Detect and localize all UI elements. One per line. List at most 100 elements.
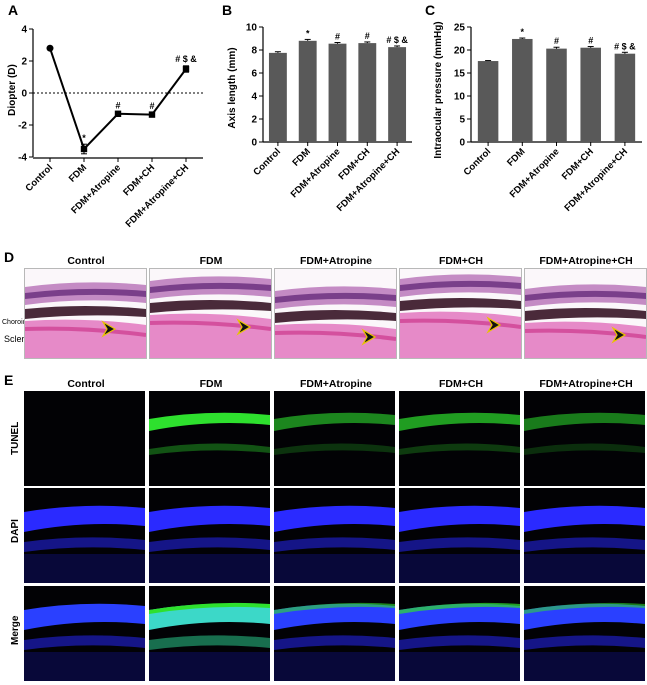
significance-label: # $ & <box>175 54 197 64</box>
histology-image <box>149 268 272 359</box>
fluor-header-fdm-atropine: FDM+Atropine <box>299 378 373 390</box>
sclera-fiber <box>400 318 521 329</box>
significance-label: # <box>149 101 154 111</box>
dapi-band <box>399 505 520 532</box>
histology-header-fdm-ch: FDM+CH <box>438 255 484 267</box>
merge-tunel-band <box>149 602 270 614</box>
chart-c-intraocular-pressure: Intraocular pressure (mmHg) 0 5 10 15 20 25 Co… <box>433 21 642 214</box>
y-tick-label: 2 <box>251 115 257 126</box>
choroid-layer <box>400 298 521 311</box>
merge-background <box>274 652 395 681</box>
tunel-image <box>524 391 645 486</box>
dapi-band <box>274 537 395 552</box>
dapi-image <box>524 488 645 583</box>
tunel-image <box>274 391 395 486</box>
arrowhead-icon <box>236 318 252 336</box>
sclera-fiber <box>525 328 646 339</box>
histology-header-control: Control <box>67 255 105 267</box>
merge-image <box>274 586 395 681</box>
data-point <box>46 44 54 52</box>
dapi-background <box>274 554 395 583</box>
y-tick-label: 4 <box>251 92 257 103</box>
arrowhead-icon <box>486 316 502 334</box>
y-tick-label: -2 <box>18 121 27 132</box>
merge-image <box>399 586 520 681</box>
panel-c-letter: C <box>425 2 436 18</box>
x-tick-label: FDM <box>505 146 527 168</box>
tunel-signal-band <box>149 443 270 455</box>
histology-header-fdm-atropine: FDM+Atropine <box>299 255 373 267</box>
merge-background <box>524 652 645 681</box>
dapi-image <box>399 488 520 583</box>
significance-label: # <box>115 100 120 110</box>
dapi-band <box>524 537 645 552</box>
histology-header-fdm-atropine-ch: FDM+Atropine+CH <box>539 255 633 267</box>
fluor-header-fdm-atropine-ch: FDM+Atropine+CH <box>539 378 633 390</box>
histology-image <box>274 268 397 359</box>
dapi-image <box>24 488 145 583</box>
x-tick-label: FDM+Atropine+CH <box>124 162 192 230</box>
bar <box>546 48 567 143</box>
choroid-layer <box>525 308 646 321</box>
bar <box>358 43 377 142</box>
significance-label: # <box>588 36 593 46</box>
panel-e-letter: E <box>4 372 14 388</box>
merge-background <box>399 652 520 681</box>
chart-a-ylabel: Diopter (D) <box>7 64 18 116</box>
bar <box>580 47 601 143</box>
bar <box>298 40 317 142</box>
fluor-header-control: Control <box>67 378 105 390</box>
y-tick-label: 10 <box>454 92 466 103</box>
sclera-label: Sclera <box>4 334 30 344</box>
series-line <box>49 47 187 151</box>
bar <box>268 52 287 142</box>
x-tick-label: FDM <box>67 162 89 184</box>
dapi-band <box>524 505 645 532</box>
y-tick-label: 15 <box>454 69 466 80</box>
merge-band <box>399 603 520 630</box>
y-tick-label: 8 <box>251 46 257 57</box>
dapi-image <box>149 488 270 583</box>
y-tick-label: 10 <box>246 23 258 34</box>
bar <box>477 61 499 142</box>
dapi-band <box>24 537 145 552</box>
significance-label: # <box>554 36 559 46</box>
significance-label: # <box>365 31 370 41</box>
row-label-tunel: TUNEL <box>10 421 21 455</box>
merge-background <box>24 652 145 681</box>
fluor-header-fdm: FDM <box>199 378 223 390</box>
choroid-layer <box>150 300 271 313</box>
arrowhead-icon <box>361 328 377 346</box>
merge-band <box>274 635 395 650</box>
y-tick-label: 6 <box>251 69 257 80</box>
sclera-layer <box>525 321 646 358</box>
merge-tunel-band <box>524 602 645 614</box>
y-tick-label: 4 <box>21 25 27 36</box>
choroid-label: Choroid <box>2 319 27 326</box>
histology-image <box>24 268 147 359</box>
panel-a-letter: A <box>8 2 19 18</box>
merge-band <box>24 603 145 630</box>
nuclear-layer <box>275 292 396 303</box>
bar <box>328 43 347 142</box>
chart-a-diopter: Diopter (D) -4 -2 0 2 4 Control FDM FDM+Atropin… <box>7 25 203 230</box>
merge-band <box>149 635 270 650</box>
sclera-layer <box>275 323 396 358</box>
x-tick-label: Control <box>251 146 283 178</box>
merge-image <box>524 586 645 681</box>
data-point <box>182 65 190 73</box>
significance-label: * <box>306 28 310 38</box>
arrowhead-icon <box>611 326 627 344</box>
merge-band <box>274 603 395 630</box>
panel-d-letter: D <box>4 249 15 265</box>
data-point <box>80 145 88 153</box>
merge-band <box>524 635 645 650</box>
y-tick-label: 0 <box>21 89 27 100</box>
fluor-header-fdm-ch: FDM+CH <box>438 378 484 390</box>
bar <box>388 47 407 142</box>
merge-tunel-band <box>274 602 395 614</box>
dapi-background <box>524 554 645 583</box>
data-point <box>148 111 156 118</box>
tunel-signal-band <box>399 412 520 431</box>
